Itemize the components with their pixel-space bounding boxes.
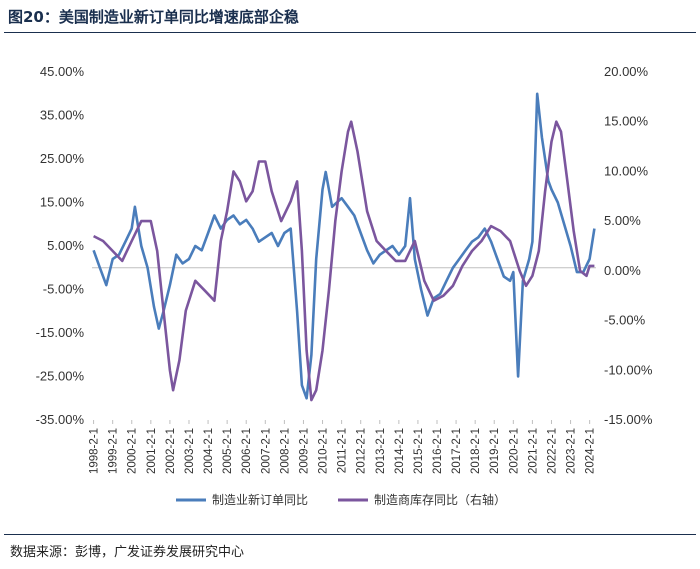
y-left-tick-label: -5.00% — [43, 282, 85, 297]
x-tick-label: 2009-2-1 — [298, 428, 310, 474]
x-axis: 1998-2-1 1999-2-1 2000-2-1 2001-2-1 2002-2-1… — [89, 267, 597, 474]
y-right-tick-label: 10.00% — [604, 163, 649, 178]
legend-label: 制造商库存同比（右轴） — [374, 492, 506, 507]
x-tick-label: 2002-2-1 — [165, 428, 177, 474]
y-right-tick-label: 20.00% — [604, 64, 649, 79]
y-left-axis: 45.00% 35.00% 25.00% 15.00% 5.00% -5.00% -15.0… — [36, 64, 85, 427]
y-right-tick-label: 5.00% — [604, 213, 641, 228]
legend-label: 制造业新订单同比 — [212, 492, 308, 507]
x-tick-label: 2001-2-1 — [146, 428, 158, 474]
y-right-tick-label: -10.00% — [604, 362, 653, 377]
series-new-orders-line — [92, 92, 596, 400]
x-tick-label: 2016-2-1 — [432, 428, 444, 474]
y-right-axis: 20.00% 15.00% 10.00% 5.00% 0.00% -5.00% -10.00… — [604, 64, 653, 427]
y-right-tick-label: -15.00% — [604, 412, 653, 427]
y-right-tick-label: 0.00% — [604, 263, 641, 278]
x-tick-label: 2018-2-1 — [470, 428, 482, 474]
y-left-tick-label: 35.00% — [40, 108, 85, 123]
x-tick-label: 2004-2-1 — [203, 428, 215, 474]
y-left-tick-label: -15.00% — [36, 325, 85, 340]
title-divider — [4, 32, 696, 33]
x-tick-label: 2008-2-1 — [279, 428, 291, 474]
x-tick-label: 2006-2-1 — [241, 428, 253, 474]
x-tick-label: 2005-2-1 — [222, 428, 234, 474]
series-inventory-line — [93, 120, 595, 402]
x-tick-label: 2017-2-1 — [451, 428, 463, 474]
y-left-tick-label: -25.00% — [36, 369, 85, 384]
x-tick-label: 2019-2-1 — [489, 428, 501, 474]
y-right-tick-label: -5.00% — [604, 313, 646, 328]
line-chart: 45.00% 35.00% 25.00% 15.00% 5.00% -5.00% -15.0… — [36, 64, 653, 507]
source-divider — [4, 534, 696, 535]
x-tick-label: 2012-2-1 — [356, 428, 368, 474]
x-tick-label: 2007-2-1 — [260, 428, 272, 474]
series-group — [92, 92, 596, 402]
legend: 制造业新订单同比 制造商库存同比（右轴） — [176, 492, 506, 507]
x-tick-label: 2013-2-1 — [375, 428, 387, 474]
x-tick-label: 2011-2-1 — [337, 428, 349, 473]
x-tick-label: 2000-2-1 — [127, 428, 139, 474]
x-tick-label: 2022-2-1 — [546, 428, 558, 474]
y-right-tick-label: 15.00% — [604, 114, 649, 129]
x-tick-label: 2023-2-1 — [566, 428, 578, 474]
x-tick-label: 2015-2-1 — [413, 428, 425, 474]
y-left-tick-label: -35.00% — [36, 412, 85, 427]
x-tick-label: 2020-2-1 — [508, 428, 520, 474]
x-tick-label: 1998-2-1 — [89, 428, 101, 474]
y-left-tick-label: 45.00% — [40, 64, 85, 79]
x-tick-label: 2010-2-1 — [318, 428, 330, 474]
y-left-tick-label: 5.00% — [47, 238, 84, 253]
x-tick-label: 2003-2-1 — [184, 428, 196, 474]
x-tick-label: 2024-2-1 — [585, 428, 597, 474]
figure-title: 图20：美国制造业新订单同比增速底部企稳 — [8, 8, 299, 26]
x-tick-label: 2014-2-1 — [394, 428, 406, 474]
source-note: 数据来源：彭博，广发证券发展研究中心 — [10, 545, 245, 560]
y-left-tick-label: 15.00% — [40, 195, 85, 210]
y-left-tick-label: 25.00% — [40, 151, 85, 166]
x-tick-label: 2021-2-1 — [527, 428, 539, 474]
x-tick-label: 1999-2-1 — [108, 428, 120, 474]
